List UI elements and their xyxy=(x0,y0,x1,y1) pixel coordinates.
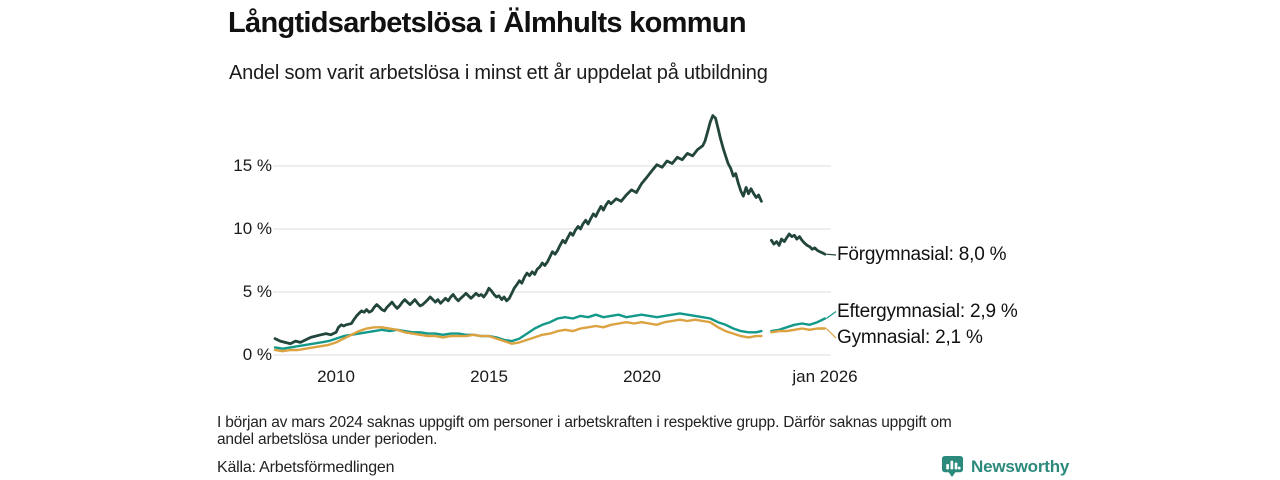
page-subtitle: Andel som varit arbetslösa i minst ett å… xyxy=(229,62,768,84)
y-axis-tick-15: 15 % xyxy=(233,156,272,175)
series-line-forgymnasial-seg1 xyxy=(770,232,827,256)
series-line-forgymnasial-seg0 xyxy=(273,114,763,346)
newsworthy-logo[interactable]: Newsworthy xyxy=(941,455,1069,478)
label-leader-gymnasial xyxy=(825,328,837,339)
series-label-forgymnasial: Förgymnasial: 8,0 % xyxy=(837,244,1007,265)
y-axis-tick-0: 0 % xyxy=(242,345,272,364)
label-leader-eftergymnasial xyxy=(826,311,837,319)
page-title: Långtidsarbetslösa i Älmhults kommun xyxy=(228,7,747,39)
y-axis-tick-5: 5 % xyxy=(242,282,272,301)
newsworthy-bubble-chart-icon xyxy=(941,455,964,478)
label-leader-forgymnasial xyxy=(826,253,837,256)
x-axis-tick-2015: 2015 xyxy=(470,367,508,386)
series-label-eftergymnasial: Eftergymnasial: 2,9 % xyxy=(837,301,1018,322)
series-label-gymnasial: Gymnasial: 2,1 % xyxy=(837,327,983,348)
y-axis-tick-10: 10 % xyxy=(233,219,272,238)
newsworthy-logo-text: Newsworthy xyxy=(971,457,1070,476)
series-line-gymnasial-seg1 xyxy=(770,327,827,334)
footnote-line-1: I början av mars 2024 saknas uppgift om … xyxy=(217,414,952,431)
series-line-eftergymnasial-seg1 xyxy=(770,317,827,333)
series-line-eftergymnasial-seg0 xyxy=(273,312,763,350)
x-axis-tick-jan-2026: jan 2026 xyxy=(792,367,858,386)
series-line-gymnasial-seg0 xyxy=(273,318,763,353)
x-axis-tick-2020: 2020 xyxy=(623,367,661,386)
source-credit: Källa: Arbetsförmedlingen xyxy=(217,459,395,476)
footnote-line-2: andel arbetslösa under perioden. xyxy=(217,431,438,448)
x-axis-tick-2010: 2010 xyxy=(317,367,355,386)
